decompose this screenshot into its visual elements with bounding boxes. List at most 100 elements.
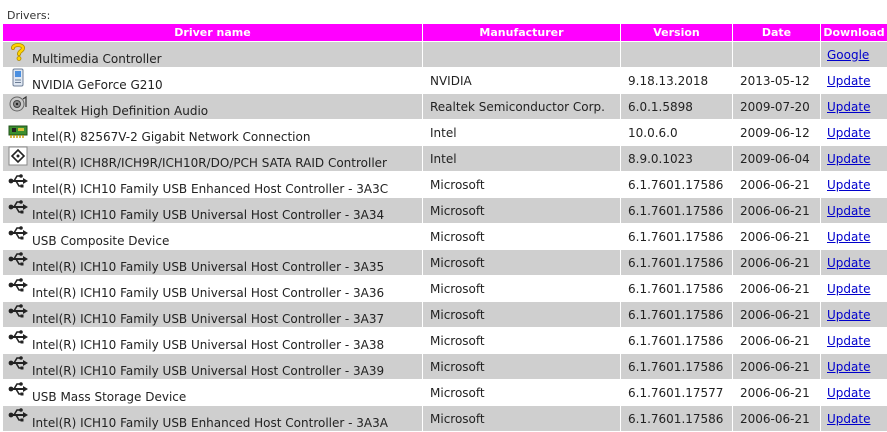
- driver-name: NVIDIA GeForce G210: [32, 78, 163, 92]
- date-cell: 2006-06-21: [733, 276, 820, 301]
- download-cell: Update: [821, 198, 887, 223]
- table-row: Intel(R) 82567V-2 Gigabit Network Connec…: [3, 120, 887, 145]
- version-cell: 6.1.7601.17586: [621, 354, 732, 379]
- manufacturer-cell: Intel: [423, 146, 620, 171]
- date-cell: 2009-07-20: [733, 94, 820, 119]
- download-cell: Update: [821, 380, 887, 405]
- update-link[interactable]: Update: [827, 411, 871, 426]
- update-link[interactable]: Update: [827, 203, 871, 218]
- update-link[interactable]: Update: [827, 99, 871, 114]
- table-row: Intel(R) ICH10 Family USB Universal Host…: [3, 302, 887, 327]
- version-cell: 6.1.7601.17586: [621, 198, 732, 223]
- usb-icon: [8, 198, 28, 218]
- driver-name-cell: Intel(R) ICH8R/ICH9R/ICH10R/DO/PCH SATA …: [3, 146, 422, 171]
- download-cell: Update: [821, 120, 887, 145]
- display-adapter-icon: [8, 68, 28, 88]
- update-link[interactable]: Update: [827, 385, 871, 400]
- column-header-version: Version: [621, 24, 732, 41]
- update-link[interactable]: Update: [827, 229, 871, 244]
- driver-name-cell: Intel(R) ICH10 Family USB Universal Host…: [3, 354, 422, 379]
- usb-icon: [8, 302, 28, 322]
- driver-name-cell: Intel(R) ICH10 Family USB Universal Host…: [3, 276, 422, 301]
- table-row: USB Mass Storage Device Microsoft 6.1.7601…: [3, 380, 887, 405]
- update-link[interactable]: Update: [827, 307, 871, 322]
- driver-name: USB Mass Storage Device: [32, 390, 187, 404]
- driver-name: Intel(R) ICH10 Family USB Enhanced Host …: [32, 182, 389, 196]
- version-cell: 6.1.7601.17577: [621, 380, 732, 405]
- manufacturer-cell: Microsoft: [423, 328, 620, 353]
- update-link[interactable]: Update: [827, 125, 871, 140]
- table-row: Intel(R) ICH10 Family USB Universal Host…: [3, 354, 887, 379]
- version-cell: 6.1.7601.17586: [621, 250, 732, 275]
- date-cell: 2013-05-12: [733, 68, 820, 93]
- driver-name: Intel(R) 82567V-2 Gigabit Network Connec…: [32, 130, 311, 144]
- manufacturer-cell: Microsoft: [423, 302, 620, 327]
- table-row: Intel(R) ICH10 Family USB Enhanced Host …: [3, 406, 887, 431]
- driver-name: Multimedia Controller: [32, 52, 162, 66]
- driver-name: Intel(R) ICH10 Family USB Universal Host…: [32, 286, 385, 300]
- driver-name: Intel(R) ICH10 Family USB Universal Host…: [32, 364, 385, 378]
- version-cell: 6.1.7601.17586: [621, 276, 732, 301]
- table-row: Intel(R) ICH10 Family USB Universal Host…: [3, 276, 887, 301]
- driver-name: Intel(R) ICH10 Family USB Universal Host…: [32, 312, 385, 326]
- driver-name: Intel(R) ICH8R/ICH9R/ICH10R/DO/PCH SATA …: [32, 156, 387, 170]
- version-cell: 6.0.1.5898: [621, 94, 732, 119]
- update-link[interactable]: Update: [827, 333, 871, 348]
- column-header-manufacturer: Manufacturer: [423, 24, 620, 41]
- date-cell: 2006-06-21: [733, 198, 820, 223]
- update-link[interactable]: Update: [827, 177, 871, 192]
- driver-name: Intel(R) ICH10 Family USB Universal Host…: [32, 338, 385, 352]
- version-cell: 6.1.7601.17586: [621, 406, 732, 431]
- download-cell: Update: [821, 276, 887, 301]
- manufacturer-cell: Realtek Semiconductor Corp.: [423, 94, 620, 119]
- usb-icon: [8, 276, 28, 296]
- date-cell: [733, 42, 820, 67]
- driver-name: Intel(R) ICH10 Family USB Universal Host…: [32, 208, 385, 222]
- unknown-device-icon: [8, 42, 28, 62]
- update-link[interactable]: Update: [827, 255, 871, 270]
- table-row: Intel(R) ICH8R/ICH9R/ICH10R/DO/PCH SATA …: [3, 146, 887, 171]
- manufacturer-cell: Microsoft: [423, 172, 620, 197]
- date-cell: 2006-06-21: [733, 302, 820, 327]
- usb-icon: [8, 250, 28, 270]
- usb-icon: [8, 172, 28, 192]
- drivers-caption: Drivers:: [7, 9, 51, 22]
- driver-name-cell: USB Mass Storage Device: [3, 380, 422, 405]
- table-row: USB Composite Device Microsoft 6.1.7601.17…: [3, 224, 887, 249]
- driver-name-cell: Intel(R) ICH10 Family USB Universal Host…: [3, 302, 422, 327]
- download-cell: Update: [821, 172, 887, 197]
- update-link[interactable]: Update: [827, 281, 871, 296]
- driver-name-cell: Intel(R) ICH10 Family USB Enhanced Host …: [3, 406, 422, 431]
- manufacturer-cell: Microsoft: [423, 250, 620, 275]
- driver-name-cell: Realtek High Definition Audio: [3, 94, 422, 119]
- audio-device-icon: [8, 94, 28, 114]
- driver-name-cell: USB Composite Device: [3, 224, 422, 249]
- date-cell: 2009-06-12: [733, 120, 820, 145]
- table-row: Realtek High Definition Audio Realtek Sem…: [3, 94, 887, 119]
- version-cell: 6.1.7601.17586: [621, 302, 732, 327]
- driver-name-cell: Intel(R) ICH10 Family USB Enhanced Host …: [3, 172, 422, 197]
- date-cell: 2006-06-21: [733, 380, 820, 405]
- driver-name-cell: Intel(R) ICH10 Family USB Universal Host…: [3, 198, 422, 223]
- download-cell: Update: [821, 406, 887, 431]
- version-cell: [621, 42, 732, 67]
- driver-name-cell: Intel(R) ICH10 Family USB Universal Host…: [3, 250, 422, 275]
- manufacturer-cell: Microsoft: [423, 406, 620, 431]
- date-cell: 2006-06-21: [733, 172, 820, 197]
- version-cell: 9.18.13.2018: [621, 68, 732, 93]
- usb-icon: [8, 406, 28, 426]
- manufacturer-cell: Microsoft: [423, 198, 620, 223]
- column-header-driver-name: Driver name: [3, 24, 422, 41]
- google-link[interactable]: Google: [827, 47, 870, 62]
- download-cell: Update: [821, 68, 887, 93]
- usb-icon: [8, 354, 28, 374]
- date-cell: 2006-06-21: [733, 328, 820, 353]
- update-link[interactable]: Update: [827, 151, 871, 166]
- update-link[interactable]: Update: [827, 359, 871, 374]
- version-cell: 10.0.6.0: [621, 120, 732, 145]
- drivers-table: Driver name Manufacturer Version Date Do…: [2, 23, 887, 432]
- table-row: Intel(R) ICH10 Family USB Enhanced Host …: [3, 172, 887, 197]
- update-link[interactable]: Update: [827, 73, 871, 88]
- table-row: Intel(R) ICH10 Family USB Universal Host…: [3, 250, 887, 275]
- table-row: Intel(R) ICH10 Family USB Universal Host…: [3, 328, 887, 353]
